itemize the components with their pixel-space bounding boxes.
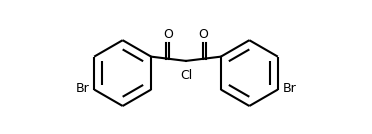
Text: O: O (199, 28, 208, 41)
Text: Br: Br (283, 82, 296, 95)
Text: Cl: Cl (180, 69, 192, 82)
Text: O: O (164, 28, 173, 41)
Text: Br: Br (76, 82, 89, 95)
